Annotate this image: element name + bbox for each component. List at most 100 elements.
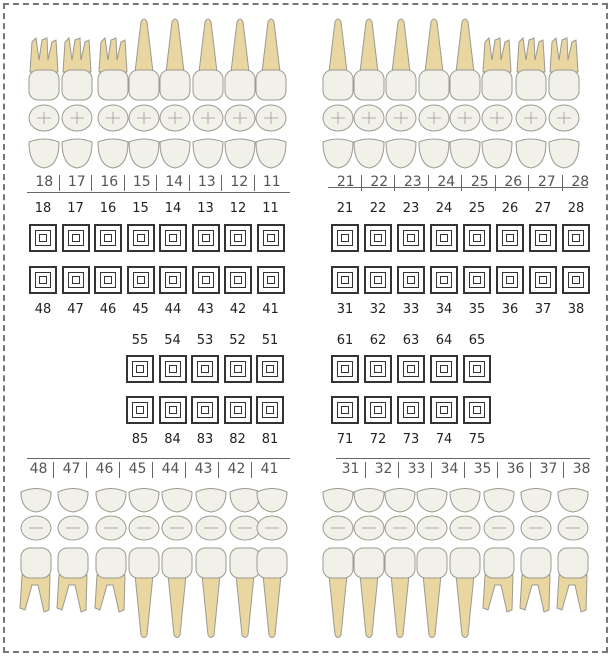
tooth-43-crown	[195, 547, 227, 579]
tooth-box-65[interactable]	[463, 355, 491, 383]
tooth-45-crown	[128, 547, 160, 579]
tooth-box-13[interactable]	[191, 224, 220, 252]
tooth-box-41[interactable]	[256, 266, 285, 294]
tooth-box-26[interactable]	[496, 224, 524, 252]
header-separator	[427, 175, 429, 191]
tooth-box-71[interactable]	[331, 396, 359, 424]
tooth-box-84[interactable]	[158, 396, 187, 424]
tooth-box-54[interactable]	[158, 355, 187, 383]
header-underline	[27, 458, 290, 459]
tooth-box-18[interactable]	[29, 224, 57, 252]
tooth-number-22: 22	[369, 201, 387, 216]
tooth-box-36[interactable]	[496, 266, 524, 294]
tooth-box-17[interactable]	[61, 224, 90, 252]
tooth-box-11[interactable]	[256, 224, 285, 252]
tooth-box-43[interactable]	[191, 266, 220, 294]
header-label-33: 33	[407, 461, 426, 477]
tooth-27-root	[516, 36, 546, 73]
tooth-box-82[interactable]	[223, 396, 252, 424]
tooth-45-root	[134, 574, 154, 638]
tooth-box-27[interactable]	[529, 224, 557, 252]
tooth-18-buccal	[28, 138, 60, 169]
tooth-box-14[interactable]	[159, 224, 187, 252]
tooth-box-51[interactable]	[256, 355, 284, 383]
tooth-11-groove	[264, 112, 278, 124]
tooth-number-21: 21	[336, 201, 354, 216]
tooth-box-74[interactable]	[430, 396, 458, 424]
tooth-17-crown	[61, 69, 93, 101]
tooth-14-groove	[168, 112, 182, 124]
tooth-box-83[interactable]	[191, 396, 219, 424]
tooth-number-81: 81	[261, 432, 279, 447]
tooth-box-52[interactable]	[223, 355, 252, 383]
tooth-box-32[interactable]	[364, 266, 392, 294]
header-label-37: 37	[539, 461, 558, 477]
tooth-box-64[interactable]	[430, 355, 458, 383]
header-label-34: 34	[440, 461, 459, 477]
tooth-23-buccal	[385, 138, 417, 169]
tooth-44-buccal	[161, 488, 193, 513]
header-separator	[431, 462, 432, 478]
tooth-box-33[interactable]	[397, 266, 425, 294]
tooth-box-48[interactable]	[29, 266, 57, 294]
header-separator	[53, 462, 54, 478]
tooth-box-73[interactable]	[397, 396, 425, 424]
tooth-43-root	[201, 574, 221, 638]
tooth-number-23: 23	[402, 201, 420, 216]
tooth-17-root	[62, 36, 92, 73]
header-label-14: 14	[165, 174, 184, 190]
tooth-box-12[interactable]	[224, 224, 252, 252]
tooth-37-root	[519, 574, 551, 613]
tooth-11-buccal	[255, 138, 287, 169]
tooth-22-root	[359, 18, 379, 73]
tooth-box-75[interactable]	[463, 396, 491, 424]
tooth-box-53[interactable]	[191, 355, 219, 383]
header-label-15: 15	[132, 174, 151, 190]
header-label-23: 23	[403, 174, 422, 190]
tooth-number-46: 46	[99, 302, 117, 317]
tooth-box-85[interactable]	[126, 396, 154, 424]
tooth-box-21[interactable]	[331, 224, 359, 252]
tooth-11-crown	[255, 69, 287, 101]
tooth-box-61[interactable]	[331, 355, 359, 383]
tooth-box-38[interactable]	[562, 266, 590, 294]
tooth-21-buccal	[322, 138, 354, 169]
tooth-12-root	[230, 18, 250, 73]
tooth-box-24[interactable]	[430, 224, 458, 252]
tooth-box-72[interactable]	[364, 396, 392, 424]
tooth-16-root	[98, 36, 128, 73]
tooth-number-43: 43	[197, 302, 214, 317]
tooth-box-47[interactable]	[61, 266, 90, 294]
tooth-box-81[interactable]	[256, 396, 284, 424]
header-separator	[394, 175, 395, 191]
tooth-box-37[interactable]	[529, 266, 557, 294]
tooth-35-crown	[449, 547, 481, 579]
tooth-box-63[interactable]	[397, 355, 425, 383]
tooth-box-42[interactable]	[224, 266, 252, 294]
tooth-number-85: 85	[131, 432, 149, 447]
tooth-box-25[interactable]	[463, 224, 491, 252]
tooth-box-45[interactable]	[126, 266, 155, 294]
tooth-box-23[interactable]	[397, 224, 425, 252]
tooth-box-46[interactable]	[94, 266, 122, 294]
tooth-box-22[interactable]	[364, 224, 392, 252]
tooth-box-15[interactable]	[126, 224, 155, 252]
tooth-38-buccal	[557, 488, 589, 513]
tooth-42-root	[235, 574, 255, 638]
header-label-32: 32	[374, 461, 393, 477]
tooth-box-16[interactable]	[94, 224, 122, 252]
tooth-box-34[interactable]	[430, 266, 458, 294]
tooth-box-44[interactable]	[159, 266, 187, 294]
header-separator	[494, 175, 496, 191]
tooth-box-55[interactable]	[126, 355, 154, 383]
header-separator	[253, 175, 255, 191]
tooth-box-31[interactable]	[331, 266, 359, 294]
tooth-33-crown	[384, 547, 416, 579]
tooth-box-28[interactable]	[562, 224, 590, 252]
header-label-43: 43	[194, 461, 213, 477]
tooth-23-groove	[394, 112, 408, 124]
tooth-box-35[interactable]	[463, 266, 491, 294]
tooth-box-62[interactable]	[364, 355, 392, 383]
tooth-44-crown	[161, 547, 193, 579]
tooth-13-groove	[201, 112, 215, 124]
